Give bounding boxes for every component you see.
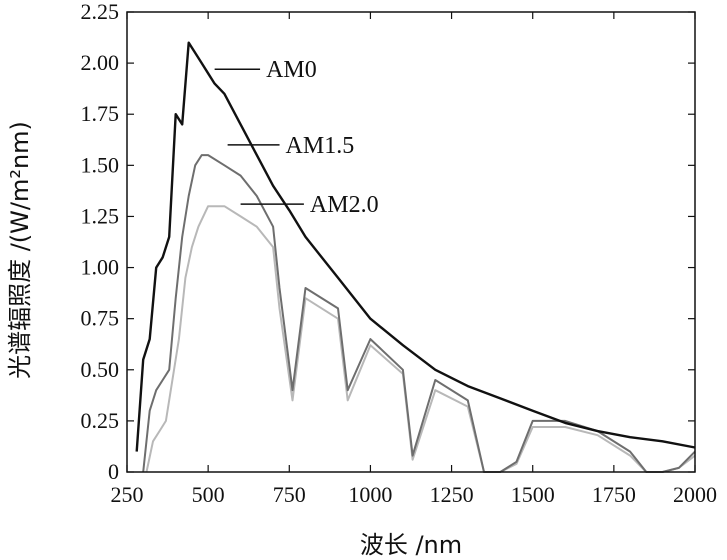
y-axis-title: 光谱辐照度 /(W/m²nm)	[6, 121, 34, 379]
x-tick-label: 1000	[348, 482, 392, 507]
y-tick-label: 0.50	[81, 357, 120, 382]
series-label: AM1.5	[286, 133, 355, 159]
y-tick-label: 2.25	[81, 0, 120, 24]
x-tick-label: 750	[273, 482, 306, 507]
y-tick-label: 1.75	[81, 101, 120, 126]
y-tick-label: 1.50	[81, 152, 120, 177]
x-tick-label: 250	[111, 482, 144, 507]
series-label: AM0	[266, 57, 317, 83]
tick-layer: 250 500 750 1000 1250 1500 1750 2000 0 0.25 0.50 0.…	[81, 0, 718, 507]
series-layer	[135, 41, 696, 473]
y-tick-label: 0	[108, 459, 119, 484]
x-tick-label: 1250	[430, 482, 474, 507]
y-tick-label: 1.25	[81, 203, 120, 228]
y-tick-label: 0.25	[81, 408, 120, 433]
x-tick-label: 500	[192, 482, 225, 507]
label-layer: AM0 AM1.5 AM2.0	[214, 57, 379, 218]
x-tick-label: 1500	[511, 482, 555, 507]
x-axis-title: 波长 /nm	[360, 531, 462, 559]
x-tick-label: 2000	[673, 482, 717, 507]
series-line-am0	[135, 41, 696, 452]
y-tick-label: 1.00	[81, 255, 120, 280]
series-label: AM2.0	[310, 192, 379, 218]
series-line-am1-5	[142, 154, 696, 473]
plot-frame	[126, 11, 696, 473]
x-tick-label: 1750	[592, 482, 636, 507]
y-tick-label: 0.75	[81, 306, 120, 331]
series-line-am2-0	[145, 205, 696, 473]
y-tick-label: 2.00	[81, 50, 120, 75]
